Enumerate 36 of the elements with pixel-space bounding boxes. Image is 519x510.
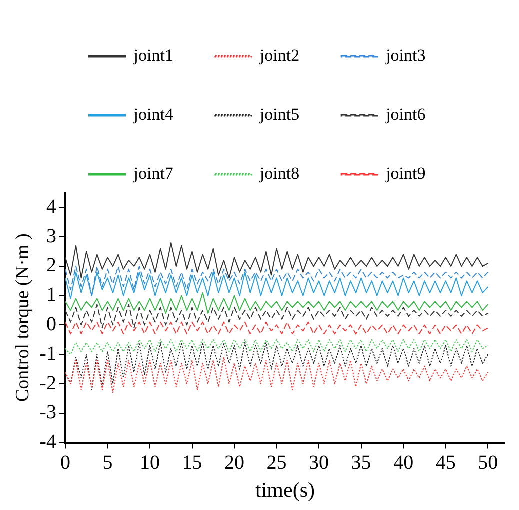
x-tick-label: 40 bbox=[394, 452, 414, 474]
x-tick-label: 20 bbox=[224, 452, 245, 474]
x-tick-label: 45 bbox=[436, 452, 456, 474]
y-axis-title: Control torque (N·m ) bbox=[12, 234, 34, 402]
line-series bbox=[65, 322, 489, 335]
x-tick-label: 10 bbox=[140, 452, 160, 474]
legend-label: joint8 bbox=[258, 164, 300, 183]
x-tick-label: 30 bbox=[309, 452, 330, 474]
x-tick-label: 35 bbox=[351, 452, 372, 474]
legend-label: joint5 bbox=[258, 104, 300, 124]
y-tick-label: -4 bbox=[40, 431, 56, 454]
y-tick-label: -2 bbox=[40, 372, 56, 394]
legend-label: joint2 bbox=[258, 46, 300, 65]
y-tick-label: 1 bbox=[46, 284, 56, 306]
y-tick-label: -3 bbox=[40, 402, 56, 424]
y-tick-label: 4 bbox=[46, 196, 56, 218]
legend-label: joint4 bbox=[132, 104, 174, 124]
y-tick-label: -1 bbox=[40, 342, 56, 365]
x-axis-title: time(s) bbox=[255, 478, 315, 502]
x-tick-label: 50 bbox=[478, 452, 498, 474]
line-series bbox=[65, 339, 489, 356]
x-tick-label: 0 bbox=[60, 452, 70, 474]
x-tick-label: 25 bbox=[266, 452, 287, 474]
y-tick-label: 3 bbox=[46, 225, 56, 248]
y-tick-label: 0 bbox=[46, 313, 56, 336]
y-tick-label: 2 bbox=[46, 254, 56, 277]
legend-label: joint9 bbox=[385, 164, 426, 183]
x-tick-label: 15 bbox=[182, 452, 202, 474]
legend-label: joint1 bbox=[132, 46, 174, 65]
line-series bbox=[65, 304, 489, 329]
x-tick-label: 5 bbox=[102, 452, 113, 474]
legend-label: joint6 bbox=[385, 104, 426, 124]
legend-label: joint7 bbox=[132, 164, 174, 183]
line-series bbox=[65, 266, 489, 296]
line-series bbox=[65, 357, 489, 394]
legend-label: joint3 bbox=[385, 46, 426, 65]
